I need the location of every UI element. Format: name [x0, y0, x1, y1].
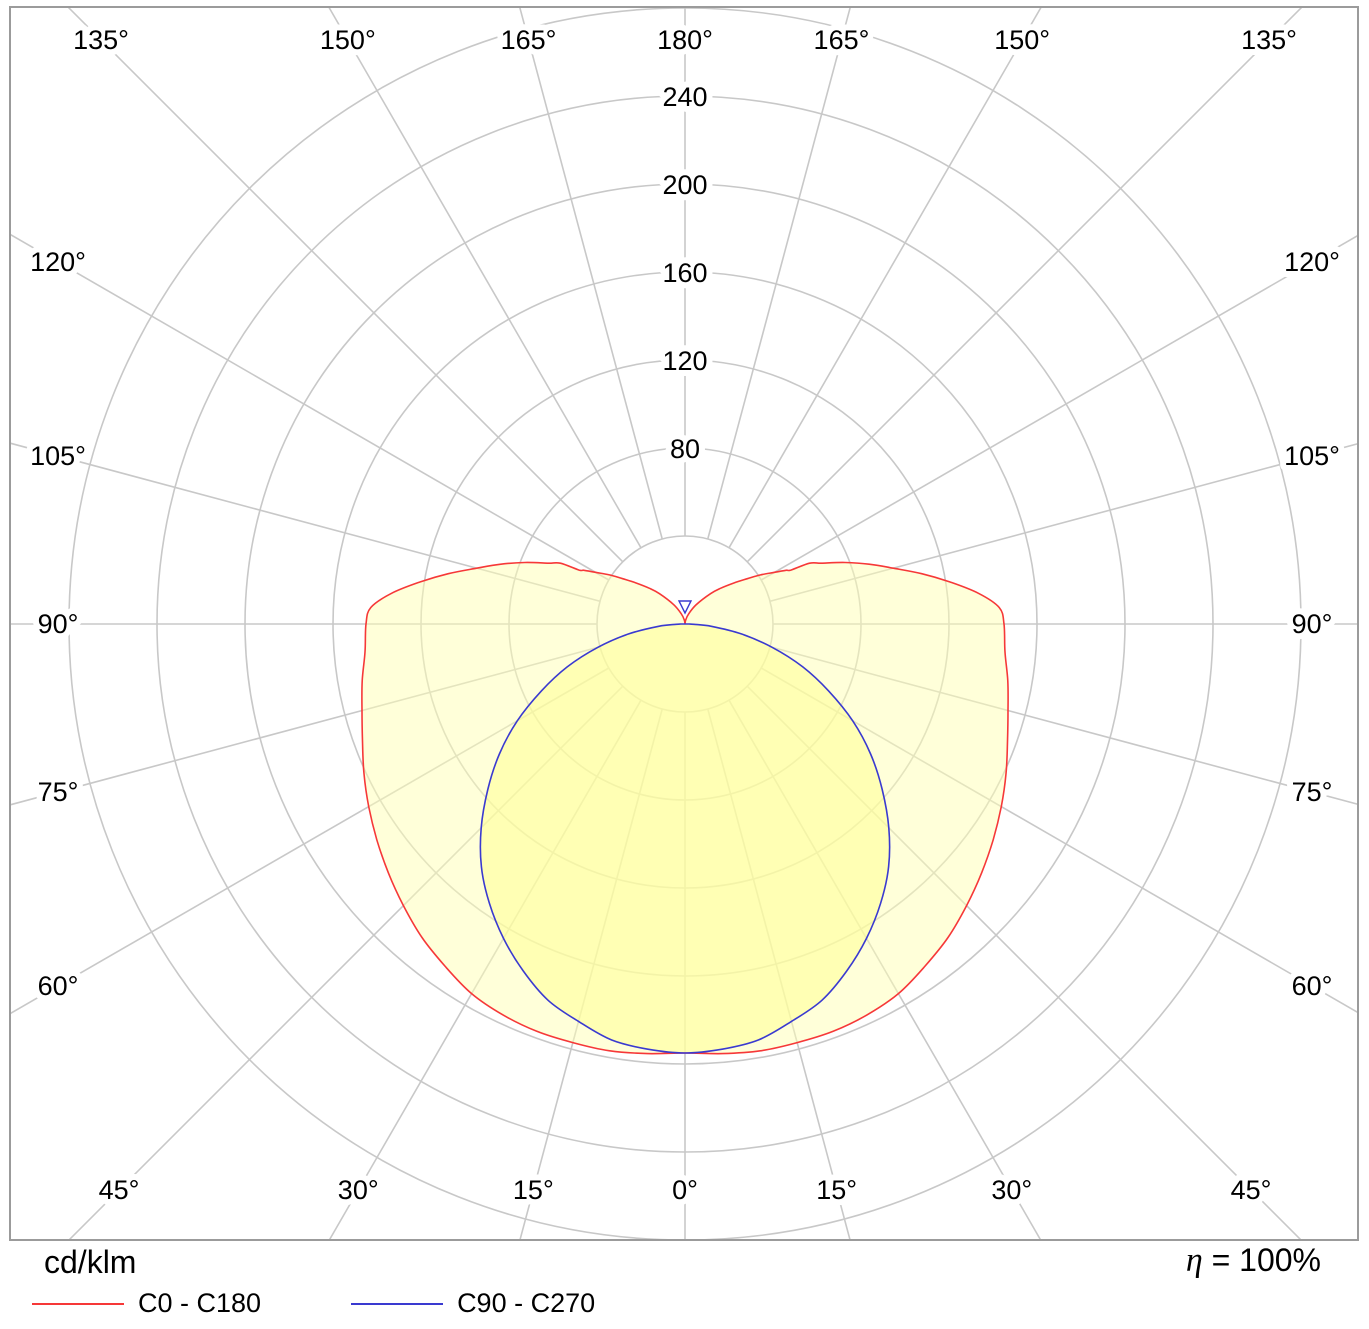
angle-label: 75°: [38, 777, 79, 807]
angle-label: 90°: [1292, 609, 1333, 639]
angle-label: 45°: [1231, 1175, 1272, 1205]
angle-label: 150°: [994, 25, 1050, 55]
angle-label: 120°: [30, 247, 86, 277]
angle-label: 105°: [1284, 441, 1340, 471]
plot-border: [9, 6, 1359, 1241]
grid-ray: [760, 234, 1358, 581]
angle-label: 165°: [501, 25, 557, 55]
angle-label: 120°: [1284, 247, 1340, 277]
angle-label: 15°: [513, 1175, 554, 1205]
grid-ray: [728, 7, 1043, 549]
legend-label-c90-c270: C90 - C270: [457, 1288, 596, 1318]
eta-symbol: η: [1185, 1242, 1203, 1279]
grid-ray: [10, 442, 601, 602]
efficiency-label: η = 100%: [1186, 1242, 1321, 1280]
radial-tick-label: 160: [662, 258, 707, 288]
radial-tick-label: 200: [662, 170, 707, 200]
angle-label: 105°: [30, 441, 86, 471]
legend-item-c90-c270: C90 - C270: [351, 1288, 595, 1319]
angle-label: 90°: [38, 609, 79, 639]
grid-ray: [769, 442, 1358, 602]
grid-ray: [707, 7, 852, 540]
angle-label: 30°: [338, 1175, 379, 1205]
angle-label: 15°: [816, 1175, 857, 1205]
legend-line-c0-c180: [32, 1302, 124, 1305]
angle-label: 60°: [38, 971, 79, 1001]
angle-label: 135°: [1241, 25, 1297, 55]
legend-label-c0-c180: C0 - C180: [138, 1288, 262, 1318]
angle-label: 0°: [672, 1175, 698, 1205]
units-label: cd/klm: [44, 1244, 137, 1280]
radial-tick-label: 120: [662, 346, 707, 376]
grid-ray: [518, 7, 663, 540]
angle-label: 180°: [657, 25, 713, 55]
angle-label: 150°: [320, 25, 376, 55]
grid-ray: [66, 7, 624, 563]
radial-tick-label: 240: [662, 82, 707, 112]
angle-label: 75°: [1292, 777, 1333, 807]
grid-ray: [327, 7, 642, 549]
angle-label: 165°: [814, 25, 870, 55]
angle-label: 30°: [991, 1175, 1032, 1205]
legend-line-c90-c270: [351, 1302, 444, 1305]
grid-ray: [10, 233, 610, 581]
grid-ray: [746, 7, 1304, 563]
angle-label: 60°: [1292, 971, 1333, 1001]
angle-label: 135°: [73, 25, 129, 55]
efficiency-value: = 100%: [1211, 1242, 1321, 1278]
legend-item-c0-c180: C0 - C180: [32, 1288, 261, 1319]
legend: C0 - C180 C90 - C270: [32, 1288, 595, 1319]
c90-c270-fill: [480, 624, 890, 1053]
radial-tick-label: 80: [670, 434, 700, 464]
angle-label: 45°: [99, 1175, 140, 1205]
c90-c270-curve: [479, 623, 891, 1054]
c90-c270-apex-marker: [677, 600, 693, 615]
